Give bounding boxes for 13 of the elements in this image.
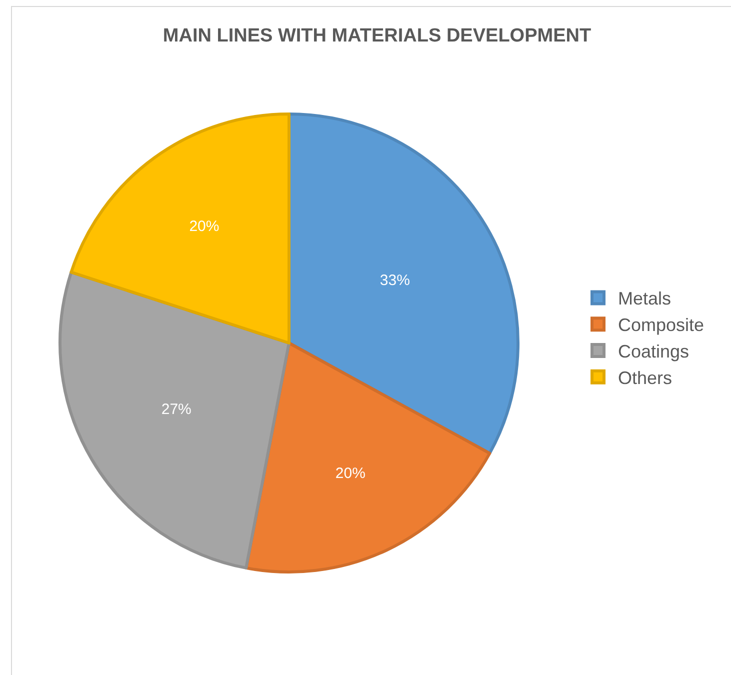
legend-label: Metals <box>618 288 672 309</box>
legend-label: Coatings <box>618 342 690 362</box>
chart-title: MAIN LINES WITH MATERIALS DEVELOPMENT <box>162 26 592 47</box>
legend-label: Others <box>618 368 672 388</box>
pie-slice <box>70 112 290 344</box>
pie-slice <box>244 342 492 574</box>
pie-slice <box>288 112 520 455</box>
data-label: 33% <box>380 272 410 289</box>
data-label: 27% <box>161 401 192 418</box>
data-label: 20% <box>335 465 366 482</box>
legend-label: Composite <box>618 315 704 336</box>
pie-slice <box>58 270 290 570</box>
data-label: 20% <box>189 218 220 235</box>
